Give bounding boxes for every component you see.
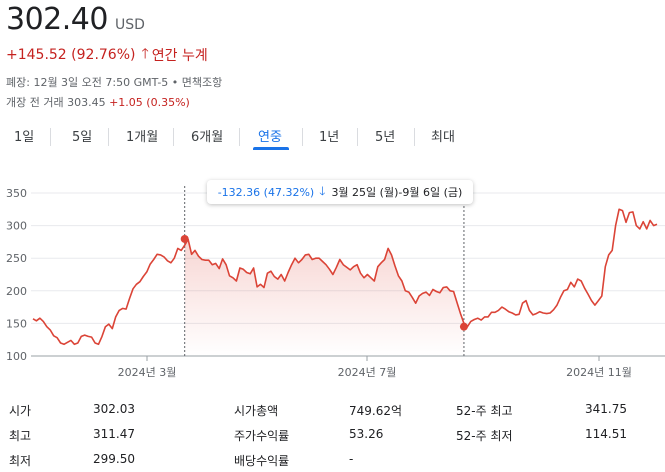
range-tabs: 1일 5일 1개월 6개월 연중 1년 5년 최대 [0, 122, 665, 152]
price-change: +145.52 (92.76%) [6, 47, 136, 63]
stat-label-high: 최고 [9, 429, 32, 443]
selection-area-fill [184, 239, 464, 356]
tab-1m[interactable]: 1개월 [126, 130, 159, 145]
stat-value-market-cap: 749.62억 [349, 404, 403, 418]
currency-label: USD [114, 17, 145, 33]
premarket-change: +1.05 (0.35%) [109, 96, 190, 109]
stat-label-dividend: 배당수익률 [234, 454, 290, 468]
tab-5y[interactable]: 5년 [375, 130, 396, 145]
range-tooltip: -132.36 (47.32%) 🡓 3월 25일 (월)-9월 6일 (금) [207, 180, 473, 204]
tab-6m[interactable]: 6개월 [191, 130, 224, 145]
tab-divider [414, 128, 415, 146]
highlight-point [459, 322, 468, 331]
price-header: 302.40 USD [6, 2, 145, 37]
stat-label-low: 최저 [9, 454, 32, 468]
stat-value-low: 299.50 [93, 452, 135, 466]
y-tick-label: 300 [6, 220, 27, 233]
series-line [32, 208, 658, 346]
current-price: 302.40 [6, 2, 108, 37]
tab-divider [108, 128, 109, 146]
x-tick-label: 2024년 3월 [118, 366, 177, 379]
y-axis-labels: 100 150 200 250 300 350 [6, 187, 27, 363]
stat-value-52w-high: 341.75 [585, 402, 627, 416]
stat-value-52w-low: 114.51 [585, 427, 627, 441]
stat-value-open: 302.03 [93, 402, 135, 416]
tab-divider [302, 128, 303, 146]
y-tick-label: 350 [6, 187, 27, 200]
y-tick-label: 200 [6, 285, 27, 298]
highlight-points [180, 234, 468, 331]
stat-label-pe: 주가수익률 [234, 429, 290, 443]
tab-divider [173, 128, 174, 146]
stat-label-52w-low: 52-주 최저 [456, 429, 513, 443]
x-tick-label: 2024년 11월 [566, 366, 632, 379]
close-info: 폐장: 12월 3일 오전 7:50 GMT-5 • 면책조항 [6, 76, 223, 89]
stat-label-52w-high: 52-주 최고 [456, 404, 513, 418]
tab-ytd[interactable]: 연중 [258, 130, 282, 145]
premarket-price: 303.45 [67, 96, 106, 109]
tab-divider [239, 128, 240, 146]
x-tick-label: 2024년 7월 [338, 366, 397, 379]
stat-value-high: 311.47 [93, 427, 135, 441]
tab-1d[interactable]: 1일 [14, 130, 35, 145]
y-tick-label: 150 [6, 317, 27, 330]
change-period: 연간 누계 [151, 48, 208, 64]
y-tick-label: 100 [6, 350, 27, 363]
active-tab-indicator [253, 147, 289, 150]
x-axis-ticks: 2024년 3월 2024년 7월 2024년 11월 [118, 356, 632, 379]
tab-divider [357, 128, 358, 146]
arrow-up-icon: 🡑 [141, 46, 149, 62]
tab-1y[interactable]: 1년 [319, 130, 340, 145]
tab-5d[interactable]: 5일 [72, 130, 93, 145]
range-dates: 3월 25일 (월)-9월 6일 (금) [331, 186, 463, 199]
premarket-info: 개장 전 거래 303.45 +1.05 (0.35%) [6, 94, 190, 110]
arrow-down-icon: 🡓 [319, 183, 326, 198]
stat-label-open: 시가 [9, 404, 32, 418]
tab-divider [50, 128, 51, 146]
highlight-point [180, 234, 189, 243]
range-delta: -132.36 (47.32%) [217, 185, 315, 199]
premarket-label: 개장 전 거래 [6, 96, 64, 109]
stat-label-market-cap: 시가총액 [234, 404, 279, 418]
stat-value-pe: 53.26 [349, 427, 384, 441]
change-row: +145.52 (92.76%) 🡑 연간 누계 [6, 43, 208, 67]
stat-value-dividend: - [349, 452, 354, 466]
y-tick-label: 250 [6, 252, 27, 265]
tab-max[interactable]: 최대 [431, 130, 455, 145]
